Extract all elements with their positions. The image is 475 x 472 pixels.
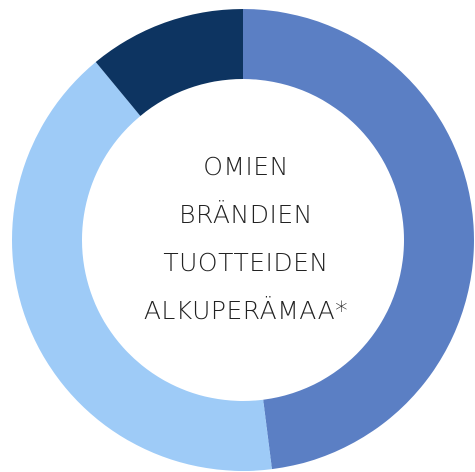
donut-segment — [95, 9, 243, 116]
center-label: TUOTTEIDEN — [163, 248, 328, 277]
center-label: OMIEN — [203, 152, 289, 181]
center-label: ALKUPERÄMAA* — [144, 295, 348, 325]
center-label: BRÄNDIEN — [179, 199, 313, 229]
donut-segment — [11, 62, 272, 471]
donut-segment — [243, 9, 475, 470]
